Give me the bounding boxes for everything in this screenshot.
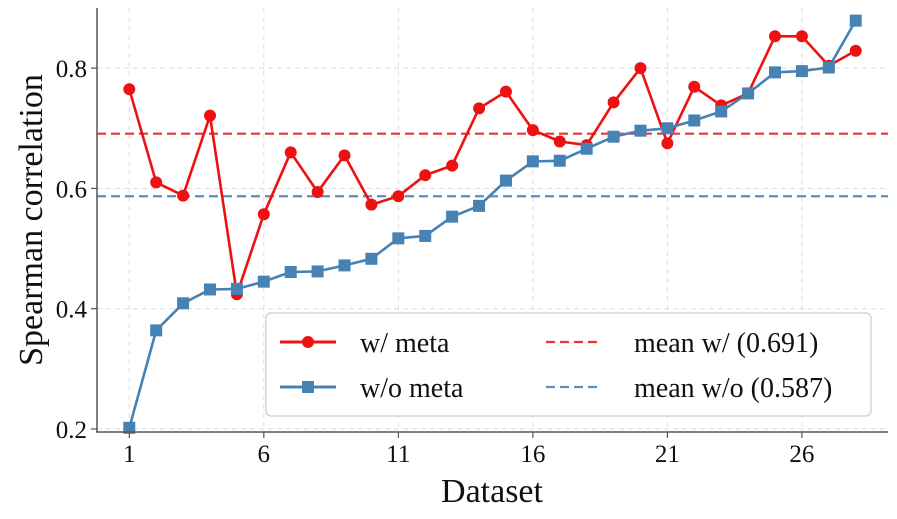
y-tick-label: 0.6: [56, 176, 87, 203]
data-point-square: [661, 122, 674, 135]
data-point-square: [446, 210, 459, 223]
data-point-square: [392, 232, 405, 245]
data-point-square: [553, 154, 566, 167]
data-point-square: [742, 87, 755, 100]
y-tick-label: 0.8: [56, 56, 87, 83]
data-point-square: [473, 199, 486, 212]
x-tick-label: 26: [789, 441, 814, 468]
data-point-circle: [849, 44, 862, 57]
data-point-circle: [284, 146, 297, 159]
legend-label-w-meta: w/ meta: [360, 328, 450, 359]
data-point-circle: [419, 169, 432, 182]
x-tick-label: 21: [655, 441, 680, 468]
data-point-square: [365, 252, 378, 265]
data-point-square: [311, 265, 324, 278]
data-point-square: [230, 282, 243, 295]
reference-lines: [97, 132, 888, 198]
data-point-square: [795, 65, 808, 78]
data-point-circle: [365, 198, 378, 211]
data-point-square: [688, 114, 701, 127]
legend-marker-w-meta: [302, 336, 314, 348]
data-point-square: [822, 61, 835, 74]
data-point-circle: [688, 80, 701, 93]
x-tick-label: 11: [386, 441, 410, 468]
ticks: 0.20.40.60.81 6 11 16 21 26: [56, 56, 815, 468]
legend-label-w-o-meta: w/o meta: [360, 373, 464, 404]
series-line-0: [128, 34, 857, 296]
series: [123, 14, 862, 434]
data-point-square: [150, 324, 163, 337]
axes: [96, 8, 888, 433]
data-point-square: [849, 14, 862, 27]
data-point-square: [177, 297, 190, 310]
data-point-circle: [473, 102, 486, 115]
data-point-square: [419, 229, 432, 242]
data-point-square: [769, 66, 781, 79]
data-point-square: [204, 283, 216, 296]
data-point-circle: [499, 85, 512, 98]
data-point-circle: [392, 190, 405, 203]
series-line-1: [128, 19, 857, 429]
data-point-circle: [311, 186, 324, 199]
data-point-circle: [150, 176, 163, 189]
data-point-circle: [769, 30, 781, 43]
data-point-circle: [526, 124, 539, 137]
data-point-circle: [795, 30, 808, 43]
legend-marker-w-o-meta: [302, 381, 314, 393]
data-point-square: [499, 174, 512, 187]
data-point-square: [338, 259, 351, 272]
y-axis-label: Spearman correlation: [13, 74, 50, 366]
legend-label-mean-w-o: mean w/o (0.587): [634, 373, 832, 404]
data-point-square: [634, 124, 647, 137]
data-point-circle: [204, 109, 216, 122]
x-axis-label: Dataset: [441, 473, 544, 510]
legend-label-mean-w: mean w/ (0.691): [634, 328, 818, 359]
legend: w/ meta w/o meta mean w/ (0.691) mean w/…: [265, 312, 872, 417]
data-point-circle: [177, 189, 190, 202]
data-point-circle: [257, 208, 270, 221]
data-point-square: [257, 275, 270, 288]
data-point-circle: [123, 83, 136, 96]
data-point-square: [580, 142, 593, 155]
x-tick-label: 6: [258, 441, 271, 468]
data-point-square: [284, 266, 297, 279]
data-point-circle: [661, 137, 674, 150]
data-point-square: [715, 105, 728, 118]
y-tick-label: 0.4: [56, 297, 88, 324]
data-point-square: [526, 155, 539, 168]
data-point-circle: [446, 159, 459, 172]
y-tick-label: 0.2: [56, 417, 87, 444]
x-tick-label: 1: [123, 441, 136, 468]
data-point-square: [607, 130, 620, 143]
x-tick-label: 16: [520, 441, 545, 468]
data-point-circle: [553, 135, 566, 148]
legend-box: [265, 312, 872, 417]
data-point-circle: [634, 62, 647, 75]
data-point-circle: [338, 149, 351, 162]
data-point-square: [123, 421, 136, 434]
data-point-circle: [607, 96, 620, 109]
